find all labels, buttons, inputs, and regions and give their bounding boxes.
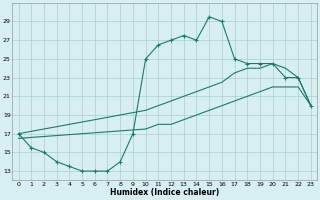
X-axis label: Humidex (Indice chaleur): Humidex (Indice chaleur) bbox=[110, 188, 219, 197]
